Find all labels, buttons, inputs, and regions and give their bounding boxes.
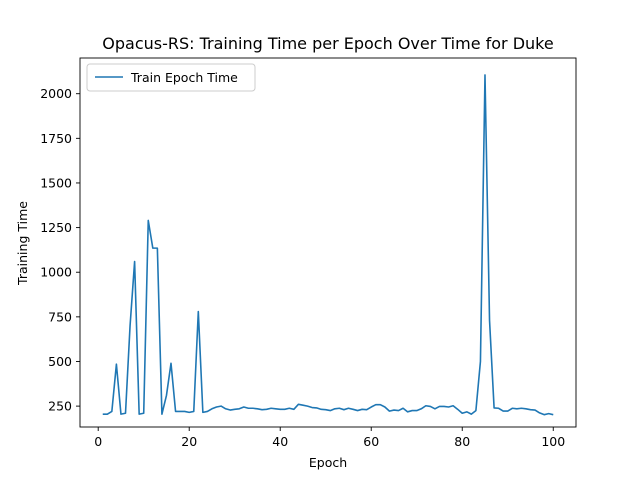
y-tick-label: 1000 xyxy=(40,265,72,280)
x-axis: 0 20 40 60 80 100 xyxy=(94,427,565,449)
x-tick-label: 100 xyxy=(541,434,565,449)
x-axis-label: Epoch xyxy=(309,455,347,470)
x-tick-label: 0 xyxy=(94,434,102,449)
x-tick-label: 80 xyxy=(454,434,470,449)
y-tick-label: 1250 xyxy=(40,220,72,235)
chart-title: Opacus-RS: Training Time per Epoch Over … xyxy=(102,34,553,53)
y-tick-label: 2000 xyxy=(40,86,72,101)
y-axis-label: Training Time xyxy=(15,201,30,286)
y-tick-label: 750 xyxy=(48,309,72,324)
y-tick-label: 500 xyxy=(48,354,72,369)
x-tick-label: 40 xyxy=(272,434,288,449)
y-tick-label: 250 xyxy=(48,399,72,414)
y-tick-label: 1750 xyxy=(40,131,72,146)
y-axis: 250 500 750 1000 1250 1500 1750 2000 xyxy=(40,86,80,414)
x-tick-label: 60 xyxy=(363,434,379,449)
legend-label: Train Epoch Time xyxy=(130,70,238,85)
axes-frame xyxy=(79,57,577,428)
legend: Train Epoch Time xyxy=(86,63,256,92)
y-tick-label: 1500 xyxy=(40,175,72,190)
series-line-0 xyxy=(102,74,554,416)
plot-area xyxy=(79,57,577,428)
legend-box xyxy=(86,63,256,92)
x-tick-label: 20 xyxy=(181,434,197,449)
